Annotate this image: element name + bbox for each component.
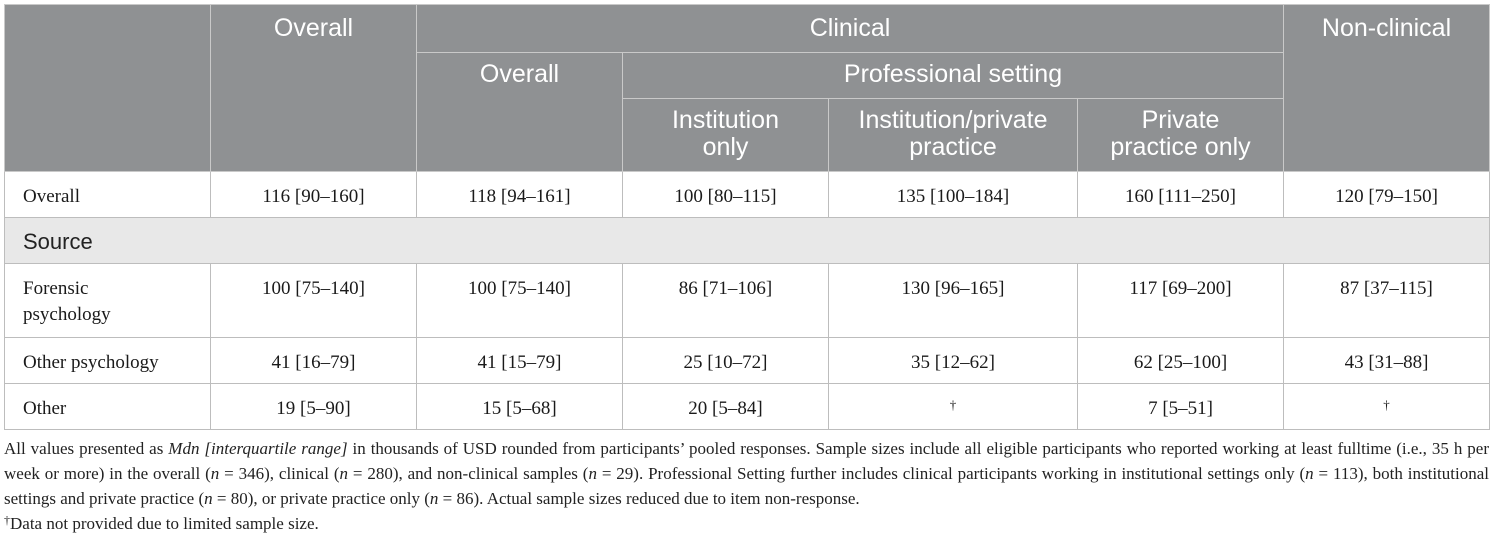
header-clinical: Clinical (415, 4, 1285, 53)
table-cell: 43 [31–88] (1283, 337, 1491, 384)
footnote-text: in thousands of USD rounded from partici… (4, 439, 1489, 483)
table-header: Overall Clinical Non-clinical Overall Pr… (4, 4, 1491, 172)
row-label-line: Forensic (23, 278, 89, 299)
header-text-line: only (702, 133, 749, 161)
table-cell-dagger: † (828, 383, 1078, 430)
table-row-forensic-psychology: Forensic psychology 100 [75–140] 100 [75… (4, 263, 1491, 338)
table-cell: 160 [111–250] (1076, 171, 1285, 218)
table-footnotes: All values presented as Mdn [interquarti… (4, 436, 1489, 536)
n-symbol: n (429, 489, 439, 508)
table-row-overall: Overall 116 [90–160] 118 [94–161] 100 [8… (4, 171, 1491, 218)
header-text-line: Private (1141, 106, 1220, 134)
row-label-line: psychology (23, 304, 111, 325)
footnote-italic: Mdn [interquartile range] (168, 439, 348, 458)
table-cell: 118 [94–161] (416, 171, 623, 218)
footnote-text: = 86). Actual sample sizes reduced due t… (438, 489, 860, 508)
footnote-text: Data not provided due to limited sample … (10, 514, 319, 533)
table-section-row: Source (3, 217, 1491, 264)
table-cell-dagger: † (1283, 383, 1491, 430)
n-symbol: n (210, 464, 220, 483)
header-professional-setting: Professional setting (621, 52, 1285, 99)
table-cell: 100 [75–140] (210, 263, 417, 338)
section-label-source: Source (3, 217, 1491, 264)
header-text-line: Institution/private (858, 106, 1048, 134)
salary-table: Overall Clinical Non-clinical Overall Pr… (3, 4, 1491, 430)
table-cell: 35 [12–62] (828, 337, 1078, 384)
n-symbol: n (1305, 464, 1314, 483)
dagger-mark: † (1383, 397, 1390, 412)
header-institution-only: Institution only (622, 98, 829, 172)
footnote-text: All values presented as (4, 439, 169, 458)
table-cell: 86 [71–106] (622, 263, 829, 338)
footnote-main: All values presented as Mdn [interquarti… (4, 436, 1489, 511)
footnote-text: = 80), or private practice only ( (212, 489, 430, 508)
table-cell: 135 [100–184] (828, 171, 1078, 218)
table-cell: 41 [15–79] (416, 337, 623, 384)
table-container: Overall Clinical Non-clinical Overall Pr… (3, 4, 1491, 536)
n-symbol: n (204, 489, 213, 508)
row-label: Forensic psychology (4, 263, 211, 338)
table-cell: 25 [10–72] (622, 337, 829, 384)
row-label: Other (4, 383, 211, 430)
header-non-clinical: Non-clinical (1283, 4, 1491, 172)
table-cell: 87 [37–115] (1283, 263, 1491, 338)
table-cell: 15 [5–68] (416, 383, 623, 430)
table-body: Overall 116 [90–160] 118 [94–161] 100 [8… (3, 171, 1491, 430)
footnote-dagger: †Data not provided due to limited sample… (4, 511, 1489, 536)
footnote-text: = 113), both institutional settings and … (4, 464, 1489, 508)
table-cell: 100 [80–115] (622, 171, 829, 218)
table-cell: 41 [16–79] (210, 337, 417, 384)
row-label: Overall (4, 171, 211, 218)
footnote-text: = 29). Professional Setting further incl… (596, 464, 1306, 483)
table-cell: 7 [5–51] (1076, 383, 1285, 430)
dagger-mark: † (949, 397, 957, 412)
table-cell: 100 [75–140] (416, 263, 623, 338)
header-overall: Overall (210, 4, 417, 172)
header-empty-cell (4, 4, 211, 172)
table-cell: 117 [69–200] (1076, 263, 1285, 338)
footnote-text: = 346), clinical ( (219, 464, 340, 483)
header-clinical-overall: Overall (416, 52, 623, 172)
table-row-other: Other 19 [5–90] 15 [5–68] 20 [5–84] † 7 … (4, 383, 1491, 430)
table-cell: 20 [5–84] (622, 383, 829, 430)
table-row-other-psychology: Other psychology 41 [16–79] 41 [15–79] 2… (4, 337, 1491, 384)
row-label: Other psychology (4, 337, 211, 384)
header-institution-private-practice: Institution/private practice (828, 98, 1078, 172)
header-text-line: practice (909, 133, 997, 161)
table-cell: 116 [90–160] (210, 171, 417, 218)
table-cell: 130 [96–165] (828, 263, 1078, 338)
header-text-line: practice only (1110, 133, 1251, 161)
dagger-mark: † (4, 513, 10, 527)
header-text-line: Institution (671, 106, 779, 134)
table-cell: 120 [79–150] (1283, 171, 1491, 218)
footnote-text: = 280), and non-clinical samples ( (347, 464, 589, 483)
n-symbol: n (339, 464, 348, 483)
table-cell: 19 [5–90] (210, 383, 417, 430)
n-symbol: n (588, 464, 597, 483)
table-cell: 62 [25–100] (1076, 337, 1285, 384)
header-private-practice-only: Private practice only (1076, 98, 1285, 172)
